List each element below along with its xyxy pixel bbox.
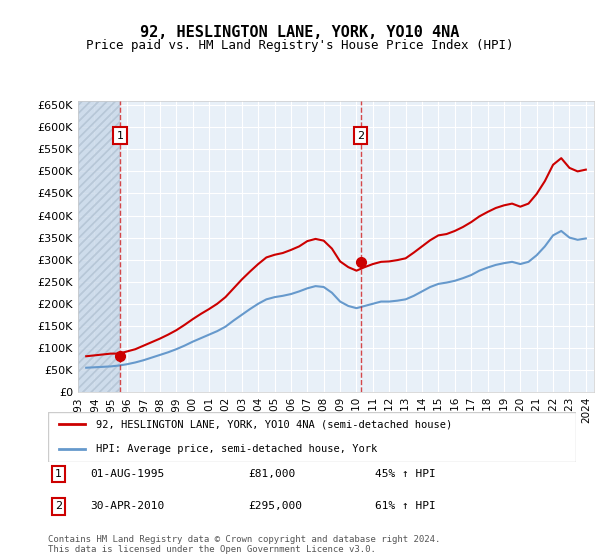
Text: 30-APR-2010: 30-APR-2010 [90, 501, 164, 511]
Text: £81,000: £81,000 [248, 469, 296, 479]
Text: Contains HM Land Registry data © Crown copyright and database right 2024.
This d: Contains HM Land Registry data © Crown c… [48, 535, 440, 554]
Bar [78, 101, 119, 392]
Bar [78, 101, 119, 392]
Text: 2: 2 [55, 501, 62, 511]
Text: 61% ↑ HPI: 61% ↑ HPI [376, 501, 436, 511]
Text: Price paid vs. HM Land Registry's House Price Index (HPI): Price paid vs. HM Land Registry's House … [86, 39, 514, 52]
Text: 92, HESLINGTON LANE, YORK, YO10 4NA: 92, HESLINGTON LANE, YORK, YO10 4NA [140, 25, 460, 40]
Text: 01-AUG-1995: 01-AUG-1995 [90, 469, 164, 479]
Text: 2: 2 [357, 130, 364, 141]
Text: £295,000: £295,000 [248, 501, 302, 511]
Text: 45% ↑ HPI: 45% ↑ HPI [376, 469, 436, 479]
Text: 1: 1 [117, 130, 124, 141]
Text: 1: 1 [55, 469, 62, 479]
Text: 92, HESLINGTON LANE, YORK, YO10 4NA (semi-detached house): 92, HESLINGTON LANE, YORK, YO10 4NA (sem… [95, 419, 452, 429]
FancyBboxPatch shape [48, 412, 576, 462]
Text: HPI: Average price, semi-detached house, York: HPI: Average price, semi-detached house,… [95, 445, 377, 454]
